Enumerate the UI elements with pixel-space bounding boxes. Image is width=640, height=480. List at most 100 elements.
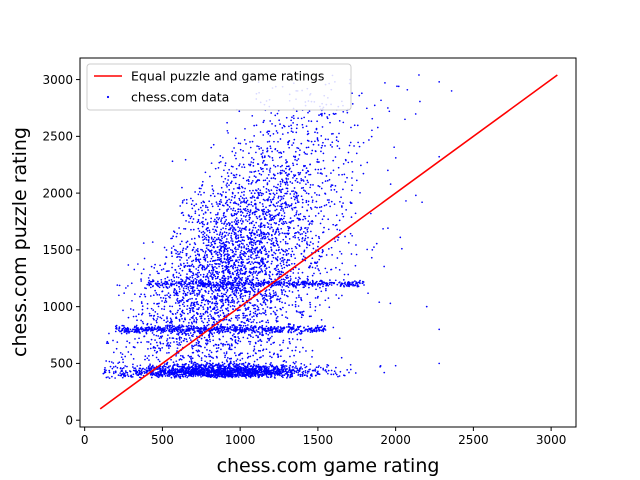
scatter-point: [186, 376, 189, 379]
scatter-point: [299, 182, 301, 184]
scatter-point: [325, 287, 327, 290]
scatter-point: [249, 355, 252, 358]
scatter-point: [180, 358, 183, 361]
scatter-point: [201, 225, 204, 228]
scatter-point: [143, 372, 146, 374]
scatter-point: [170, 284, 173, 287]
scatter-point: [210, 274, 213, 276]
scatter-point: [233, 294, 236, 297]
scatter-point: [181, 200, 184, 202]
scatter-point: [161, 346, 164, 349]
scatter-point: [283, 215, 286, 218]
scatter-point: [261, 162, 264, 164]
scatter-point: [206, 223, 209, 226]
scatter-point: [197, 208, 200, 211]
scatter-point: [204, 355, 206, 357]
scatter-point: [266, 141, 269, 143]
scatter-point: [127, 331, 129, 333]
scatter-point: [157, 315, 159, 318]
scatter-point: [219, 330, 222, 332]
scatter-point: [310, 230, 312, 233]
scatter-point: [248, 218, 251, 221]
scatter-point: [194, 305, 196, 307]
scatter-point: [153, 267, 156, 269]
scatter-point: [196, 285, 199, 287]
scatter-point: [216, 213, 219, 216]
scatter-point: [192, 345, 195, 348]
scatter-point: [225, 219, 228, 221]
scatter-point: [200, 231, 203, 234]
scatter-point: [249, 171, 251, 173]
scatter-point: [240, 218, 243, 220]
scatter-point: [266, 183, 269, 186]
scatter-point: [279, 123, 281, 126]
scatter-point: [293, 372, 296, 375]
scatter-point: [327, 364, 330, 367]
scatter-point: [305, 282, 308, 285]
scatter-point: [178, 344, 180, 346]
scatter-point: [306, 179, 309, 182]
scatter-point: [245, 143, 247, 145]
scatter-point: [206, 311, 209, 314]
scatter-point: [223, 315, 225, 318]
scatter-point: [287, 131, 289, 134]
scatter-point: [234, 290, 236, 292]
scatter-point: [179, 307, 181, 310]
scatter-point: [217, 344, 220, 347]
scatter-point: [142, 322, 145, 325]
scatter-point: [206, 324, 209, 327]
scatter-point: [184, 363, 187, 366]
scatter-point: [309, 377, 311, 379]
scatter-point: [288, 221, 291, 224]
scatter-point: [244, 187, 246, 190]
scatter-point: [266, 235, 269, 238]
scatter-point: [276, 272, 279, 275]
scatter-point: [295, 191, 298, 194]
scatter-point: [312, 242, 314, 245]
scatter-point: [198, 187, 201, 190]
scatter-point: [197, 218, 200, 221]
scatter-point: [214, 275, 217, 278]
scatter-point: [274, 252, 277, 255]
scatter-point: [244, 267, 247, 270]
scatter-point: [303, 249, 306, 252]
scatter-point: [193, 319, 195, 321]
scatter-point: [237, 208, 239, 211]
scatter-point: [239, 148, 242, 151]
scatter-point: [180, 337, 183, 339]
scatter-point: [182, 311, 184, 314]
scatter-point: [201, 283, 204, 286]
scatter-point: [310, 208, 313, 210]
scatter-point: [218, 203, 221, 205]
scatter-point: [214, 240, 217, 242]
scatter-point: [226, 249, 229, 252]
scatter-point: [127, 285, 129, 287]
scatter-point: [328, 306, 331, 309]
scatter-point: [266, 182, 269, 184]
scatter-point: [293, 117, 295, 120]
scatter-point: [280, 227, 283, 230]
scatter-point: [151, 354, 154, 357]
scatter-point: [330, 133, 333, 135]
scatter-point: [281, 188, 284, 191]
scatter-point: [338, 281, 341, 283]
scatter-point: [311, 285, 314, 287]
scatter-point: [255, 277, 258, 279]
scatter-point: [286, 174, 288, 176]
scatter-point: [213, 231, 216, 234]
scatter-point: [257, 196, 259, 198]
scatter-point: [270, 240, 273, 242]
scatter-point: [206, 361, 208, 364]
scatter-point: [244, 279, 247, 282]
scatter-point: [261, 330, 264, 333]
scatter-point: [176, 299, 178, 301]
scatter-point: [242, 254, 245, 256]
scatter-point: [196, 339, 199, 341]
scatter-point: [337, 297, 340, 300]
scatter-point: [289, 376, 291, 379]
scatter-point: [215, 347, 218, 350]
scatter-point: [194, 375, 197, 377]
scatter-point: [355, 179, 358, 182]
scatter-point: [320, 210, 322, 212]
scatter-point: [294, 196, 297, 199]
